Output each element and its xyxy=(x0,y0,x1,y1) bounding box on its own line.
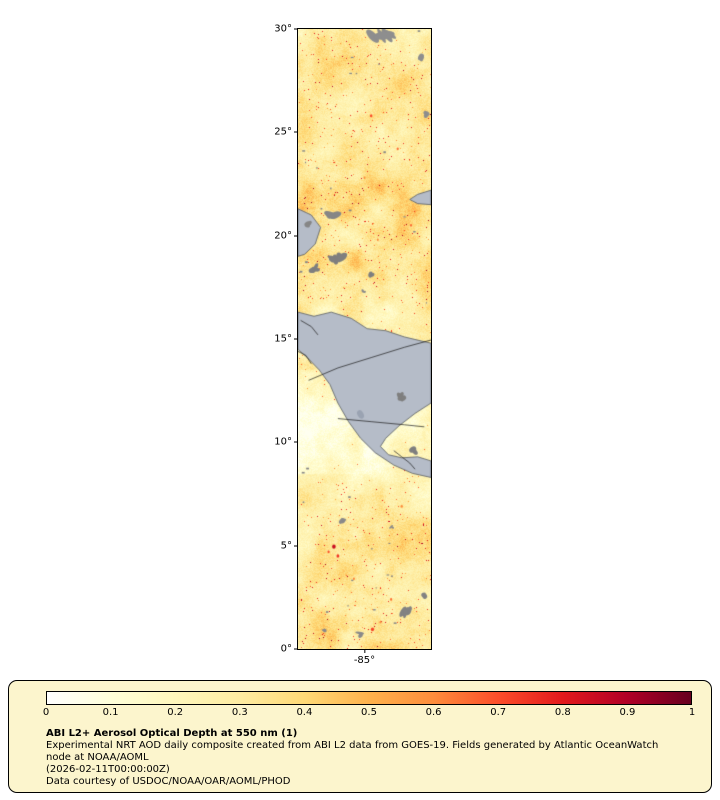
x-tick-label: -85° xyxy=(353,655,376,666)
colorbar-tick-label: 0.2 xyxy=(167,707,184,718)
colorbar-tick-label: 1 xyxy=(688,707,696,718)
legend-box: 0 0.1 0.2 0.3 0.4 0.5 0.6 0.7 0.8 0.9 1 … xyxy=(8,680,712,793)
tick-mark xyxy=(294,131,298,133)
legend-title: ABI L2+ Aerosol Optical Depth at 550 nm … xyxy=(46,728,298,739)
tick-mark xyxy=(294,441,298,443)
tick-mark xyxy=(294,338,298,340)
colorbar-tick-label: 0.5 xyxy=(361,707,377,718)
tick-mark xyxy=(294,235,298,237)
y-axis-tick: 15° xyxy=(274,334,298,345)
y-tick-label: 20° xyxy=(274,230,292,242)
colorbar-gradient xyxy=(46,691,692,705)
colorbar-tick-label: 0.7 xyxy=(490,707,507,718)
colorbar-wrap: 0 0.1 0.2 0.3 0.4 0.5 0.6 0.7 0.8 0.9 1 xyxy=(42,691,696,720)
y-axis-tick: 30° xyxy=(274,24,298,35)
colorbar-tick-label: 0.6 xyxy=(425,707,442,718)
y-tick-label: 30° xyxy=(274,23,292,35)
colorbar-ticks: 0 0.1 0.2 0.3 0.4 0.5 0.6 0.7 0.8 0.9 1 xyxy=(42,705,696,720)
y-tick-label: 5° xyxy=(280,540,292,552)
y-axis-tick: 20° xyxy=(274,230,298,241)
x-axis-tick: -85° xyxy=(354,649,375,666)
tick-mark xyxy=(294,28,298,30)
aod-map-image xyxy=(298,29,431,649)
colorbar-tick-label: 0.9 xyxy=(619,707,636,718)
colorbar-tick-label: 0.1 xyxy=(102,707,119,718)
y-tick-label: 15° xyxy=(274,333,292,345)
legend-text: ABI L2+ Aerosol Optical Depth at 550 nm … xyxy=(46,728,686,788)
legend-credit: Data courtesy of USDOC/NOAA/OAR/AOML/PHO… xyxy=(46,776,291,787)
y-tick-label: 25° xyxy=(274,126,292,138)
y-tick-label: 0° xyxy=(280,643,292,655)
map-plot-area: 30° 25° 20° 15° 10° 5° 0° -85° xyxy=(274,24,432,666)
y-axis-tick: 25° xyxy=(274,127,298,138)
colorbar-tick-label: 0.4 xyxy=(296,707,313,718)
tick-mark xyxy=(294,545,298,547)
colorbar-tick-label: 0 xyxy=(42,707,50,718)
legend-timestamp: (2026-02-11T00:00:00Z) xyxy=(46,764,170,775)
y-axis-tick: 0° xyxy=(281,644,298,655)
colorbar-tick-label: 0.3 xyxy=(231,707,248,718)
legend-description: Experimental NRT AOD daily composite cre… xyxy=(46,740,659,763)
y-axis-tick: 10° xyxy=(274,437,298,448)
y-axis-tick: 5° xyxy=(281,540,298,551)
tick-mark xyxy=(364,649,365,653)
y-tick-label: 10° xyxy=(274,436,292,448)
colorbar-tick-label: 0.8 xyxy=(554,707,571,718)
tick-mark xyxy=(294,648,298,650)
